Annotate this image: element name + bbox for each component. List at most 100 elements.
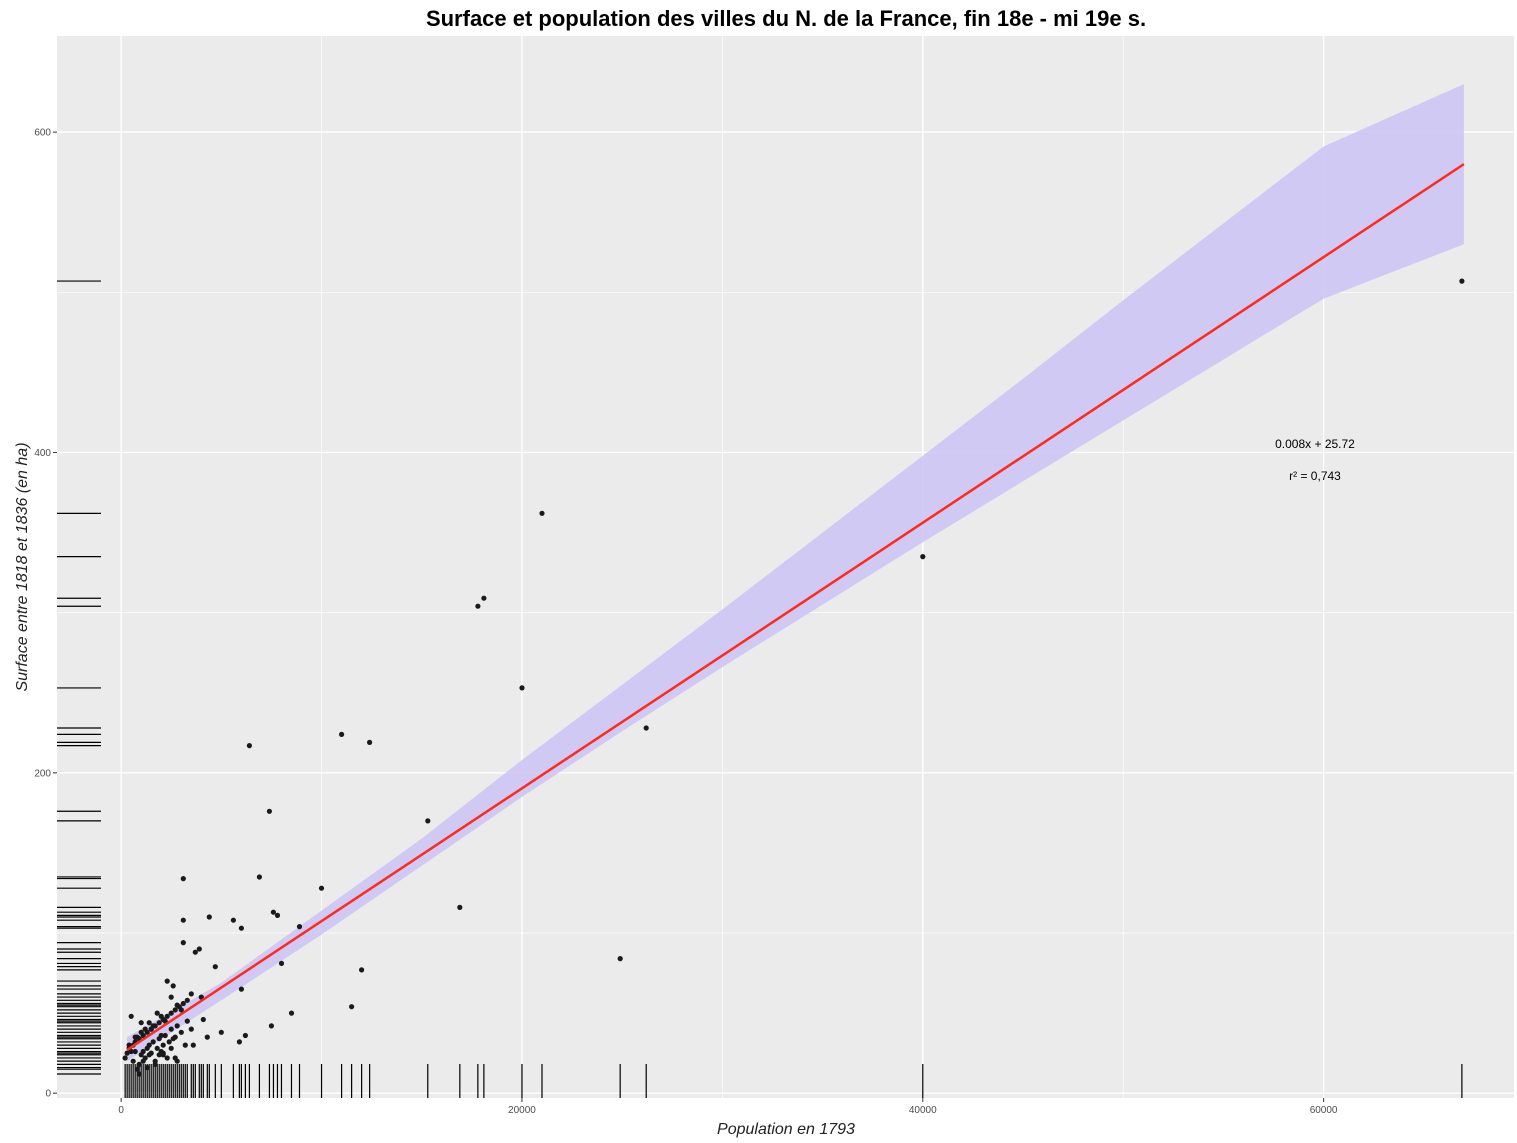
data-point bbox=[140, 1048, 146, 1055]
x-tick-label: 60000 bbox=[1310, 1105, 1338, 1116]
data-point bbox=[349, 1004, 355, 1010]
data-point bbox=[238, 986, 244, 992]
data-point bbox=[238, 925, 244, 931]
data-point bbox=[132, 1034, 138, 1040]
data-point bbox=[242, 1032, 248, 1039]
data-point bbox=[156, 1052, 162, 1058]
data-point bbox=[339, 731, 345, 738]
data-point bbox=[154, 1045, 160, 1051]
x-tick-label: 40000 bbox=[909, 1105, 937, 1116]
data-point bbox=[236, 1039, 242, 1045]
data-point bbox=[138, 1020, 144, 1026]
data-point bbox=[176, 1004, 182, 1010]
data-point bbox=[134, 1066, 140, 1072]
data-point bbox=[172, 1007, 178, 1013]
data-point bbox=[367, 739, 373, 746]
data-point bbox=[184, 1018, 190, 1024]
x-axis-title: Population en 1793 bbox=[717, 1121, 855, 1138]
data-point bbox=[158, 1032, 164, 1039]
data-point bbox=[154, 1010, 160, 1016]
data-point bbox=[182, 1042, 188, 1048]
data-point bbox=[136, 1071, 142, 1077]
data-point bbox=[204, 1034, 210, 1040]
x-rug bbox=[124, 1064, 1463, 1098]
data-point bbox=[359, 967, 365, 973]
chart-title: Surface et population des villes du N. d… bbox=[426, 6, 1146, 31]
data-point bbox=[164, 1055, 170, 1061]
data-point bbox=[643, 725, 649, 731]
data-point bbox=[128, 1048, 134, 1055]
y-tick-label: 0 bbox=[45, 1089, 51, 1100]
y-tick-label: 400 bbox=[34, 448, 51, 459]
data-point bbox=[124, 1050, 130, 1056]
data-point bbox=[164, 1013, 170, 1019]
data-point bbox=[296, 924, 303, 930]
data-point bbox=[122, 1055, 128, 1061]
data-point bbox=[178, 1029, 184, 1035]
data-point bbox=[140, 1032, 146, 1039]
data-point bbox=[190, 1042, 196, 1048]
data-point bbox=[230, 917, 236, 923]
y-axis-title: Surface entre 1818 et 1836 (en ha) bbox=[14, 442, 31, 691]
data-point bbox=[156, 1020, 162, 1026]
data-point bbox=[218, 1029, 224, 1035]
data-point bbox=[288, 1010, 295, 1016]
data-point bbox=[132, 1048, 138, 1055]
data-point bbox=[268, 1023, 274, 1029]
y-tick-label: 600 bbox=[34, 128, 51, 139]
data-point bbox=[256, 874, 262, 880]
data-point bbox=[539, 510, 545, 516]
data-point bbox=[144, 1065, 150, 1071]
regression-line bbox=[126, 163, 1465, 1051]
data-point bbox=[160, 1050, 166, 1056]
data-point bbox=[198, 994, 204, 1000]
data-point bbox=[274, 912, 281, 919]
data-point bbox=[1459, 278, 1465, 284]
x-axis-ticks: 0 20000 40000 60000 bbox=[118, 1098, 1338, 1116]
data-point bbox=[170, 983, 176, 989]
data-point bbox=[140, 1058, 146, 1064]
data-point bbox=[192, 949, 198, 955]
data-point bbox=[164, 978, 170, 984]
y-tick-label: 200 bbox=[34, 768, 51, 779]
data-point bbox=[206, 914, 212, 920]
data-point bbox=[425, 818, 431, 824]
data-point bbox=[172, 1055, 178, 1061]
confidence-band bbox=[127, 84, 1464, 1062]
data-point bbox=[188, 1026, 194, 1032]
data-point bbox=[168, 1010, 174, 1016]
data-point bbox=[266, 808, 272, 814]
data-points bbox=[122, 278, 1465, 1077]
data-point bbox=[174, 1023, 180, 1029]
data-point bbox=[170, 1036, 176, 1042]
data-point bbox=[188, 991, 194, 997]
data-point bbox=[180, 1000, 186, 1007]
data-point bbox=[130, 1058, 136, 1064]
data-point bbox=[180, 876, 186, 882]
data-point bbox=[184, 997, 190, 1003]
data-point bbox=[180, 940, 186, 946]
data-point bbox=[168, 1026, 174, 1032]
data-point bbox=[166, 1039, 172, 1045]
data-point bbox=[148, 1026, 154, 1032]
data-point bbox=[152, 1023, 158, 1029]
data-point bbox=[136, 1061, 142, 1067]
data-point bbox=[146, 1020, 152, 1026]
data-point bbox=[318, 885, 325, 891]
data-point bbox=[200, 1016, 206, 1023]
regression-equation: 0.008x + 25.72 bbox=[1275, 437, 1355, 451]
data-point bbox=[278, 960, 285, 967]
r-squared-label: r² = 0,743 bbox=[1289, 469, 1341, 483]
data-point bbox=[146, 1052, 152, 1058]
data-point bbox=[212, 964, 218, 970]
data-point bbox=[617, 956, 623, 962]
data-point bbox=[160, 1016, 166, 1023]
data-point bbox=[196, 946, 202, 952]
data-point bbox=[144, 1029, 150, 1035]
x-tick-label: 20000 bbox=[508, 1105, 536, 1116]
y-rug bbox=[57, 280, 101, 1075]
data-point bbox=[270, 909, 276, 915]
data-point bbox=[162, 1032, 168, 1039]
x-tick-label: 0 bbox=[118, 1105, 124, 1116]
